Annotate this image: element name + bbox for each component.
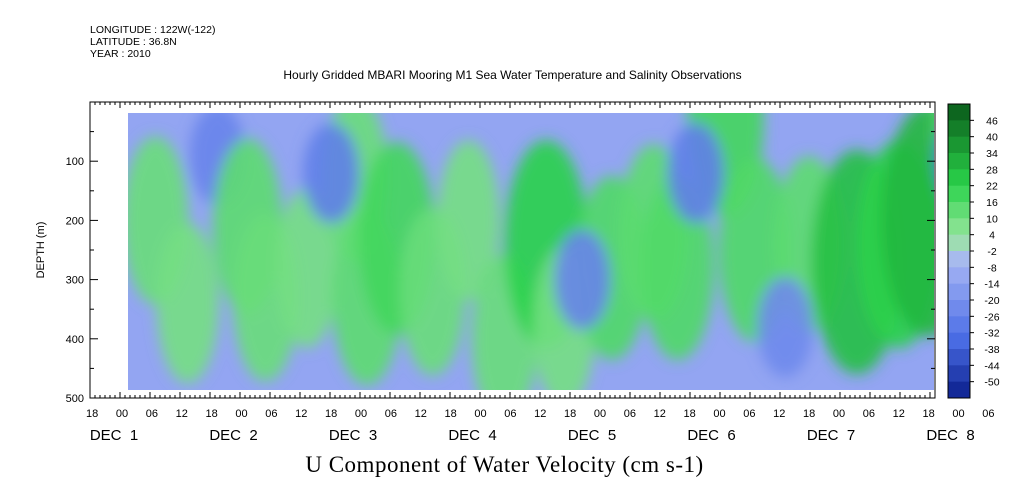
x-tick-label: 00 (235, 408, 247, 420)
colorbar-segment (948, 136, 970, 154)
colorbar-label: -50 (984, 377, 999, 389)
year-label: YEAR : 2010 (90, 48, 151, 60)
colorbar-label: 16 (986, 197, 998, 209)
x-tick-label: 06 (146, 408, 158, 420)
x-day-label: DEC 5 (568, 427, 616, 444)
colorbar-segment (948, 104, 970, 121)
colorbar-label: -32 (984, 328, 999, 340)
colorbar-segment (948, 169, 970, 187)
x-tick-label: 00 (952, 408, 964, 420)
x-tick-label: 12 (773, 408, 785, 420)
colorbar-label: -14 (984, 279, 999, 291)
x-tick-label: 18 (564, 408, 576, 420)
x-tick-label: 06 (863, 408, 875, 420)
y-tick-label: 200 (66, 215, 84, 227)
x-day-label: DEC 2 (209, 427, 257, 444)
x-tick-label: 06 (385, 408, 397, 420)
longitude-label: LONGITUDE : 122W(-122) (90, 24, 216, 36)
x-tick-label: 00 (833, 408, 845, 420)
heatmap-cell (757, 276, 814, 377)
y-tick-label: 100 (66, 156, 84, 168)
heatmap-cell (276, 187, 339, 348)
heatmap-blobs (128, 113, 1009, 390)
x-tick-label: 18 (325, 408, 337, 420)
colorbar-label: 4 (989, 230, 995, 242)
colorbar-segment (948, 218, 970, 236)
colorbar-label: 34 (986, 148, 998, 160)
heatmap-cell (303, 123, 360, 224)
colorbar-label: 10 (986, 213, 998, 225)
colorbar-segment (948, 251, 970, 268)
x-tick-label: 06 (504, 408, 516, 420)
colorbar: 46 40 34 28 22 16 10 4 -2 -8 -14 -20 -26 -32 -38 -44 -50 (947, 103, 1000, 399)
plot-title: Hourly Gridded MBARI Mooring M1 Sea Wate… (283, 68, 742, 82)
x-tick-label: 18 (803, 408, 815, 420)
colorbar-segment (948, 283, 970, 301)
heatmap-cell (437, 140, 500, 301)
x-tick-label: 18 (445, 408, 457, 420)
colorbar-label: -2 (987, 246, 996, 258)
x-day-label: DEC 6 (687, 427, 735, 444)
colorbar-label: -44 (984, 360, 999, 372)
heatmap-cell (554, 229, 611, 330)
x-tick-label: 18 (206, 408, 218, 420)
x-day-label: DEC 7 (807, 427, 855, 444)
colorbar-label: 22 (986, 181, 998, 193)
x-day-label: DEC 3 (329, 427, 377, 444)
colorbar-segment (948, 300, 970, 317)
y-axis-label: DEPTH (m) (35, 222, 47, 279)
x-tick-label: 00 (594, 408, 606, 420)
heatmap-cell (881, 113, 934, 337)
x-tick-label: 18 (86, 408, 98, 420)
colorbar-label: 28 (986, 164, 998, 176)
x-day-label: DEC 8 (926, 427, 974, 444)
colorbar-segment (948, 202, 970, 219)
x-tick-label: 06 (624, 408, 636, 420)
x-tick-label: 12 (654, 408, 666, 420)
colorbar-label: 46 (986, 115, 998, 127)
colorbar-segment (948, 365, 970, 383)
colorbar-label: -20 (984, 295, 999, 307)
colorbar-segment (948, 381, 970, 399)
colorbar-segment (948, 332, 970, 350)
colorbar-segment (948, 234, 970, 252)
colorbar-label: -26 (984, 311, 999, 323)
colorbar-segment (948, 267, 970, 285)
x-tick-label: 06 (743, 408, 755, 420)
heatmap-cell (156, 223, 219, 384)
y-tick-label: 500 (66, 393, 84, 405)
x-tick-label: 12 (415, 408, 427, 420)
heatmap-cell (998, 124, 1009, 316)
x-day-label: DEC 4 (448, 427, 496, 444)
x-tick-label: 06 (265, 408, 277, 420)
x-tick-label: 18 (923, 408, 935, 420)
x-tick-label: 06 (982, 408, 994, 420)
x-tick-label: 12 (534, 408, 546, 420)
colorbar-segment (948, 120, 970, 138)
x-day-label: DEC 1 (90, 427, 138, 444)
x-tick-label: 12 (176, 408, 188, 420)
x-tick-label: 12 (893, 408, 905, 420)
colorbar-segment (948, 316, 970, 334)
x-tick-label: 00 (355, 408, 367, 420)
colorbar-segment (948, 185, 970, 203)
x-tick-label: 12 (295, 408, 307, 420)
y-tick-label: 400 (66, 334, 84, 346)
colorbar-segment (948, 349, 970, 366)
colorbar-label: -38 (984, 344, 999, 356)
x-tick-label: 00 (474, 408, 486, 420)
heatmap-cell (667, 123, 724, 224)
x-tick-label: 00 (116, 408, 128, 420)
heatmap-field (128, 113, 1009, 390)
colorbar-segment (948, 153, 970, 170)
colorbar-label: -8 (987, 262, 996, 274)
colorbar-label: 40 (986, 132, 998, 144)
latitude-label: LATITUDE : 36.8N (90, 36, 177, 48)
x-tick-label: 18 (684, 408, 696, 420)
chart-main-title: U Component of Water Velocity (cm s-1) (305, 452, 704, 477)
x-tick-label: 00 (713, 408, 725, 420)
y-tick-label: 300 (66, 275, 84, 287)
